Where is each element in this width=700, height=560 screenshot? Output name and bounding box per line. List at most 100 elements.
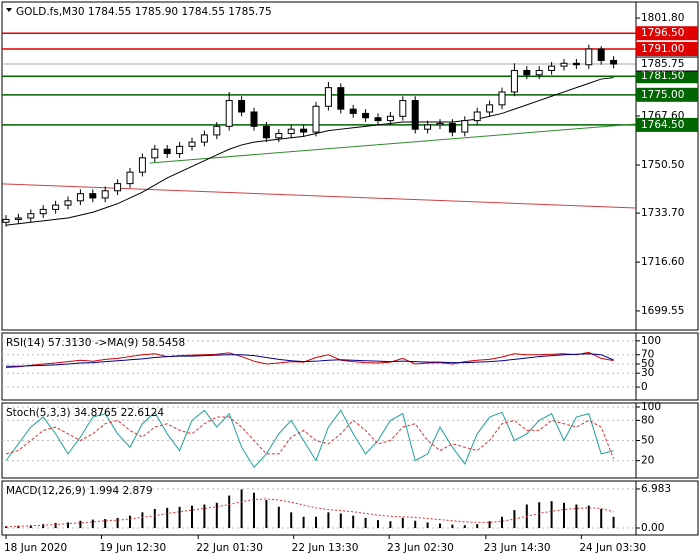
x-tick-label: 24 Jun 03:30 (579, 542, 646, 554)
panel-title: Stoch(5,3,3) 34.8765 22.6124 (6, 407, 164, 419)
candle-body (188, 141, 196, 147)
candle-body (52, 204, 60, 210)
candle-body (138, 157, 146, 173)
x-tick-label: 19 Jun 12:30 (99, 542, 166, 554)
y-tick-label: 1750.50 (641, 159, 684, 171)
candle-body (572, 62, 580, 66)
menu-icon (6, 8, 12, 12)
trend-line (2, 183, 636, 209)
indicator-line (5, 416, 615, 460)
y-tick-label: 1801.80 (641, 12, 684, 24)
y-tick-label: 50 (641, 358, 654, 370)
candle-body (560, 62, 568, 67)
indicator-line (5, 409, 614, 469)
indicator-line (6, 353, 614, 367)
candle-body (275, 132, 283, 139)
y-tick-label: 0 (641, 381, 648, 393)
level-tag (636, 41, 698, 56)
y-tick-label: 20 (641, 455, 654, 467)
candle-body (498, 91, 506, 106)
candle-body (262, 125, 270, 139)
candle-body (213, 125, 221, 136)
panel-frame (1, 1, 699, 331)
panel-title: RSI(14) 57.3130 ->MA(9) 58.5458 (6, 337, 185, 349)
y-tick-label: 1733.70 (641, 207, 684, 219)
x-tick-label: 18 Jun 2020 (4, 542, 67, 554)
candle-body (64, 200, 72, 206)
candle-body (523, 69, 531, 76)
y-tick-label: 6.983 (641, 483, 671, 495)
y-tick-label: 100 (641, 401, 661, 413)
candle-body (300, 128, 308, 133)
candle-body (250, 111, 258, 127)
candle-body (76, 193, 84, 202)
moving-average (5, 77, 614, 226)
signal-line (5, 498, 614, 528)
panel-title: GOLD.fs,M30 1784.55 1785.90 1784.55 1785… (16, 6, 272, 18)
candle-body (473, 111, 481, 122)
candle-body (151, 148, 159, 159)
level-tag (636, 117, 698, 132)
level-label: 1764.50 (641, 119, 684, 131)
x-tick-label: 23 Jun 02:30 (387, 542, 454, 554)
candle-body (225, 100, 233, 127)
y-tick-label: 100 (641, 335, 661, 347)
y-tick-label: 1716.60 (641, 256, 684, 268)
candle-body (362, 112, 370, 119)
candle-body (597, 48, 605, 61)
candle-body (324, 87, 332, 107)
candle-body (610, 59, 618, 65)
y-tick-label: 0.00 (641, 522, 664, 534)
trend-line (149, 123, 636, 164)
level-label: 1796.50 (641, 27, 684, 39)
candle-body (176, 145, 184, 155)
level-label: 1775.00 (641, 89, 684, 101)
candle-body (424, 124, 432, 130)
candle-body (287, 128, 295, 134)
candle-body (510, 69, 518, 93)
x-tick-label: 23 Jun 14:30 (484, 542, 551, 554)
candle-body (14, 217, 22, 220)
candle-body (126, 171, 134, 185)
level-label: 1781.50 (641, 70, 684, 82)
level-tag (636, 26, 698, 41)
candle-body (337, 87, 345, 110)
candle-body (585, 48, 593, 66)
candle-body (312, 105, 320, 133)
candle-body (374, 117, 382, 122)
candle-body (89, 193, 97, 199)
candle-body (386, 115, 394, 122)
level-label: 1791.00 (641, 43, 684, 55)
x-tick-label: 22 Jun 13:30 (292, 542, 359, 554)
x-tick-label: 22 Jun 01:30 (196, 542, 263, 554)
current-price-tag (635, 56, 699, 72)
panel-frame (1, 480, 699, 536)
candle-body (411, 100, 419, 130)
candle-body (200, 134, 208, 143)
candle-body (39, 208, 47, 215)
y-tick-label: 70 (641, 349, 654, 361)
level-tag (636, 69, 698, 84)
candle-body (436, 122, 444, 126)
current-price-label: 1785.75 (641, 58, 684, 70)
candle-body (548, 65, 556, 71)
candle-body (486, 104, 494, 113)
candle-body (101, 190, 109, 199)
indicator-line (5, 351, 614, 369)
y-tick-label: 50 (641, 435, 654, 447)
level-tag (636, 87, 698, 102)
candle-body (2, 218, 10, 223)
candle-body (535, 69, 543, 76)
panel-frame (1, 332, 699, 401)
candle-body (238, 100, 246, 113)
candle-body (399, 100, 407, 117)
y-tick-label: 1699.55 (641, 305, 684, 317)
y-tick-label: 30 (641, 367, 654, 379)
candle-body (114, 183, 122, 192)
candle-body (163, 148, 171, 155)
candle-body (461, 120, 469, 133)
candle-body (27, 213, 35, 219)
candle-body (349, 108, 357, 114)
